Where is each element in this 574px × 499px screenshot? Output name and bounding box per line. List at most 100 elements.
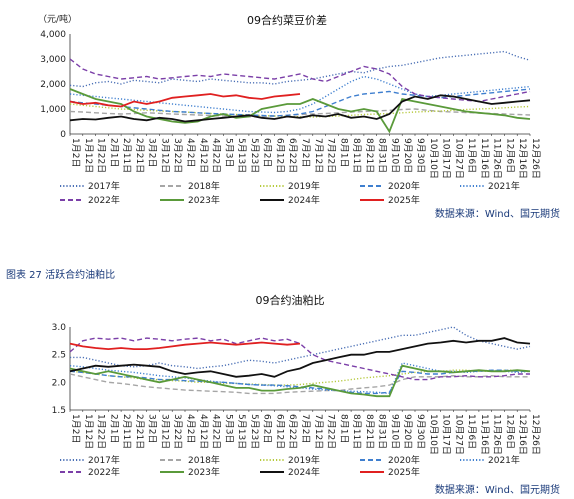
chart2-series-2024	[69, 337, 531, 378]
chart2-xtick-label: 11月6日	[466, 414, 477, 449]
chart1-xtick-label: 5月23日	[249, 138, 260, 173]
chart2-xtick-label: 8月31日	[377, 414, 388, 449]
legend2-label-2025: 2025年	[388, 466, 420, 478]
chart1-xtick-label: 10月17日	[441, 138, 452, 179]
legend2-label-2021: 2021年	[488, 454, 520, 466]
legend2-label-2023: 2023年	[188, 466, 220, 478]
chart1-series-2023	[69, 88, 531, 134]
chart1-xtick-label: 2月11日	[121, 138, 132, 173]
chart2-xtick-label: 2月11日	[121, 414, 132, 449]
chart2-series-2023	[69, 364, 531, 398]
chart2-xtick-label: 2月21日	[134, 414, 145, 449]
chart1-series-2019	[69, 103, 531, 118]
chart2-xtick-label: 8月11日	[351, 414, 362, 449]
legend2-label-2018: 2018年	[188, 454, 220, 466]
chart2-xtick-label: 11月16日	[479, 414, 490, 455]
chart1-xtick-label: 3月2日	[147, 138, 158, 167]
chart1-xtick-label: 5月13日	[236, 138, 247, 173]
chart2-xtick-label: 4月2日	[185, 414, 196, 443]
chart2-xtick-label: 12月26日	[530, 414, 541, 455]
chart2-xtick-label: 7月12日	[313, 414, 324, 449]
chart2-xtick-label: 9月20日	[402, 414, 413, 449]
chart1-xtick-label: 6月12日	[274, 138, 285, 173]
chart2-xtick-label: 5月23日	[249, 414, 260, 449]
chart1-xtick-label: 11月6日	[466, 138, 477, 173]
chart2-xtick-label: 10月10日	[428, 414, 439, 455]
chart2-xtick-label: 6月22日	[287, 414, 298, 449]
chart1-xtick-label: 12月26日	[530, 138, 541, 179]
chart2-xtick-label: 7月2日	[300, 414, 311, 443]
chart2-xtick-label: 1月12日	[83, 414, 94, 449]
chart2-xtick-label: 1月22日	[96, 414, 107, 449]
chart2-xtick-label: 9月10日	[389, 414, 400, 449]
chart2-title: 09合约油粕比	[256, 293, 325, 307]
chart1-series-2018	[69, 108, 531, 118]
chart2-xtick-label: 5月3日	[223, 414, 234, 443]
chart1-xtick-label: 8月31日	[377, 138, 388, 173]
chart1-xtick-label: 6月22日	[287, 138, 298, 173]
chart2-ytick-label: 1.5	[52, 406, 66, 416]
legend1-label-2023: 2023年	[188, 194, 220, 206]
chart2-xtick-label: 7月22日	[326, 414, 337, 449]
chart1-xtick-label: 6月2日	[262, 138, 273, 167]
chart1-xtick-label: 7月2日	[300, 138, 311, 167]
chart2-xtick-label: 6月12日	[274, 414, 285, 449]
chart1-xtick-label: 9月30日	[415, 138, 426, 173]
chart2-xtick-label: 3月22日	[172, 414, 183, 449]
chart2-xtick-label: 5月13日	[236, 414, 247, 449]
chart1-xtick-label: 1月12日	[83, 138, 94, 173]
chart1-xtick-label: 2月21日	[134, 138, 145, 173]
legend2-label-2020: 2020年	[388, 454, 420, 466]
chart1-xtick-label: 1月22日	[96, 138, 107, 173]
chart2-xtick-label: 8月21日	[364, 414, 375, 449]
chart2-xtick-label: 10月27日	[453, 414, 464, 455]
chart2-ytick-label: 2.5	[52, 351, 66, 361]
chart2-xtick-label: 10月17日	[441, 414, 452, 455]
chart2-xtick-label: 4月12日	[198, 414, 209, 449]
chart1-xtick-label: 10月27日	[453, 138, 464, 179]
chart2-series-2022	[69, 337, 530, 381]
chart2-plot: 1.5 2.0 2.5 3.0 1月2日 1月12日 1月22日 2月1日 2月11日 2月21日…	[52, 323, 541, 455]
chart2-series-2018	[69, 373, 530, 395]
chart1-xtick-label: 8月11日	[351, 138, 362, 173]
figure-caption: 图表 27 活跃合约油粕比	[6, 268, 115, 281]
chart1-series-2024	[69, 94, 531, 123]
chart2-series-2017	[70, 326, 531, 370]
chart1-xtick-label: 1月2日	[70, 138, 81, 167]
chart1-ylabel: （元/吨）	[38, 13, 77, 25]
chart1-xtick-label: 5月3日	[223, 138, 234, 167]
chart1-xtick-label: 7月22日	[326, 138, 337, 173]
chart1-xtick-label: 7月12日	[313, 138, 324, 173]
chart2-xtick-label: 3月2日	[147, 414, 158, 443]
chart1-ytick-label: 1,000	[40, 105, 66, 115]
chart1-xtick-label: 8月1日	[338, 138, 349, 167]
legend1-label-2020: 2020年	[388, 180, 420, 192]
chart2-xtick-label: 12月16日	[517, 414, 528, 455]
legend2-label-2017: 2017年	[88, 454, 120, 466]
legend1-label-2018: 2018年	[188, 180, 220, 192]
chart1-xtick-label: 4月12日	[198, 138, 209, 173]
chart2-series-2025	[69, 341, 301, 351]
chart1-xtick-label: 3月22日	[172, 138, 183, 173]
chart2-xtick-label: 1月2日	[70, 414, 81, 443]
chart2-xtick-label: 8月1日	[338, 414, 349, 443]
chart1-ytick-label: 4,000	[40, 30, 66, 40]
chart2-xtick-label: 11月26日	[492, 414, 503, 455]
chart2-series-2020	[69, 369, 530, 395]
legend2-label-2024: 2024年	[288, 466, 320, 478]
chart2-xtick-label: 6月2日	[262, 414, 273, 443]
chart2-xtick-label: 3月12日	[159, 414, 170, 449]
legend2-label-2022: 2022年	[88, 466, 120, 478]
chart1-series-2017	[69, 50, 531, 88]
chart1-xtick-label: 10月10日	[428, 138, 439, 179]
legend1-label-2022: 2022年	[88, 194, 120, 206]
chart1-ytick-label: 0	[60, 130, 66, 140]
chart1-source: 数据来源：Wind、国元期货	[435, 207, 560, 220]
chart1-xtick-label: 8月21日	[364, 138, 375, 173]
chart1-ytick-label: 3,000	[40, 55, 66, 65]
chart1-legend: 2017年 2018年 2019年 2020年 2021年 2022年 2023年 2024年…	[60, 180, 520, 206]
chart1-xtick-label: 2月1日	[108, 138, 119, 167]
chart1-ytick-label: 2,000	[40, 80, 66, 90]
